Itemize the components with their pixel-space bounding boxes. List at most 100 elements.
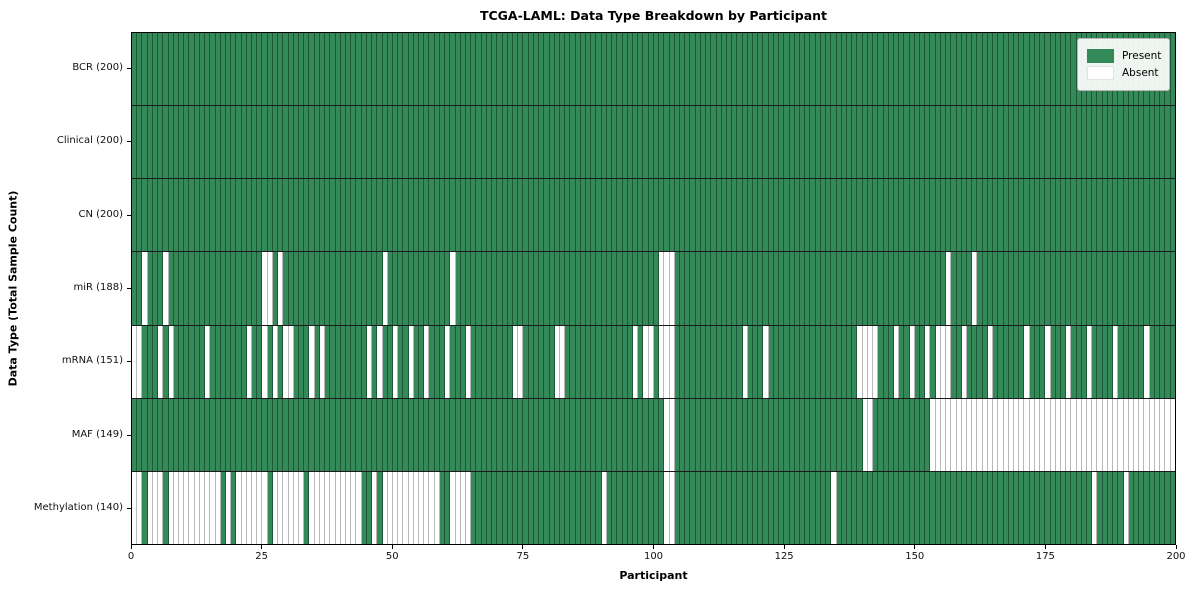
heatmap-cell xyxy=(1024,471,1030,544)
heatmap-cell xyxy=(497,471,503,544)
heatmap-cell xyxy=(366,471,373,544)
heatmap-cell xyxy=(773,471,780,544)
heatmap-cell xyxy=(810,179,816,252)
heatmap-cell xyxy=(669,252,675,325)
heatmap-cell xyxy=(403,325,409,398)
heatmap-cell xyxy=(220,33,226,106)
heatmap-cell xyxy=(800,179,806,252)
heatmap-cell xyxy=(278,106,284,179)
heatmap-cell xyxy=(601,398,607,471)
heatmap-cell xyxy=(288,471,294,544)
heatmap-cell xyxy=(653,33,660,106)
heatmap-cell xyxy=(267,398,273,471)
heatmap-cell xyxy=(669,325,675,398)
heatmap-cell xyxy=(700,398,707,471)
heatmap-cell xyxy=(1050,106,1056,179)
heatmap-cell xyxy=(732,252,738,325)
heatmap-cell xyxy=(450,325,456,398)
heatmap-cell xyxy=(1160,106,1166,179)
heatmap-cell xyxy=(382,398,388,471)
heatmap-cell xyxy=(403,179,409,252)
heatmap-cell xyxy=(272,398,279,471)
heatmap-cell xyxy=(241,325,247,398)
heatmap-cell xyxy=(361,398,367,471)
y-tick-label-BCR: BCR (200) xyxy=(72,62,123,74)
heatmap-cell xyxy=(596,398,602,471)
heatmap-cell xyxy=(173,179,179,252)
heatmap-cell xyxy=(246,252,253,325)
heatmap-cell xyxy=(314,33,320,106)
heatmap-cell xyxy=(1118,179,1124,252)
heatmap-cell xyxy=(184,471,190,544)
heatmap-cell xyxy=(570,252,576,325)
heatmap-cell xyxy=(1087,325,1093,398)
heatmap-cell xyxy=(888,33,894,106)
heatmap-cell xyxy=(1019,33,1025,106)
heatmap-cell xyxy=(1139,325,1145,398)
heatmap-cell xyxy=(873,252,879,325)
heatmap-cell xyxy=(345,471,352,544)
heatmap-cell xyxy=(471,252,477,325)
heatmap-cell xyxy=(1123,471,1129,544)
heatmap-cell xyxy=(246,179,253,252)
heatmap-cell xyxy=(539,471,545,544)
heatmap-cell xyxy=(627,33,633,106)
heatmap-cell xyxy=(403,398,409,471)
heatmap-cell xyxy=(695,179,701,252)
heatmap-cell xyxy=(1060,106,1067,179)
heatmap-cell xyxy=(387,471,393,544)
heatmap-cell xyxy=(716,325,722,398)
heatmap-cell xyxy=(366,179,373,252)
heatmap-cell xyxy=(1024,398,1030,471)
heatmap-cell xyxy=(361,252,367,325)
heatmap-cell xyxy=(220,325,226,398)
heatmap-cell xyxy=(685,471,691,544)
heatmap-cell xyxy=(267,106,273,179)
heatmap-cell xyxy=(163,252,169,325)
heatmap-cell xyxy=(867,106,874,179)
heatmap-cell xyxy=(523,106,529,179)
heatmap-cell xyxy=(523,398,529,471)
legend-label-present: Present xyxy=(1122,50,1162,62)
heatmap-cell xyxy=(946,398,952,471)
heatmap-cell xyxy=(356,33,362,106)
heatmap-cell xyxy=(1024,179,1030,252)
heatmap-cell xyxy=(846,325,853,398)
heatmap-cell xyxy=(512,398,519,471)
heatmap-cell xyxy=(262,33,268,106)
heatmap-cell xyxy=(231,33,237,106)
heatmap-cell xyxy=(914,471,921,544)
heatmap-cell xyxy=(272,471,279,544)
heatmap-cell xyxy=(220,252,226,325)
heatmap-cell xyxy=(679,106,686,179)
heatmap-cell xyxy=(1003,325,1009,398)
heatmap-cell xyxy=(257,398,263,471)
heatmap-cell xyxy=(716,106,722,179)
heatmap-cell xyxy=(163,106,169,179)
heatmap-cell xyxy=(330,398,336,471)
heatmap-cell xyxy=(455,325,461,398)
heatmap-cell xyxy=(533,325,540,398)
heatmap-cell xyxy=(533,398,540,471)
heatmap-cell xyxy=(893,471,900,544)
heatmap-cell xyxy=(439,33,446,106)
heatmap-cell xyxy=(377,325,383,398)
heatmap-cell xyxy=(1160,325,1166,398)
heatmap-cell xyxy=(586,398,592,471)
heatmap-cell xyxy=(857,33,863,106)
heatmap-cell xyxy=(377,252,383,325)
heatmap-cell xyxy=(695,252,701,325)
heatmap-cell xyxy=(805,325,811,398)
heatmap-cell xyxy=(1034,471,1041,544)
heatmap-cell xyxy=(413,398,420,471)
heatmap-cell xyxy=(747,106,754,179)
heatmap-cell xyxy=(132,252,138,325)
heatmap-cell xyxy=(199,471,206,544)
heatmap-cell xyxy=(1160,471,1166,544)
heatmap-cell xyxy=(1013,179,1020,252)
heatmap-cell xyxy=(867,252,874,325)
heatmap-cell xyxy=(299,471,305,544)
heatmap-cell xyxy=(257,252,263,325)
heatmap-cell xyxy=(392,471,399,544)
heatmap-cell xyxy=(330,325,336,398)
